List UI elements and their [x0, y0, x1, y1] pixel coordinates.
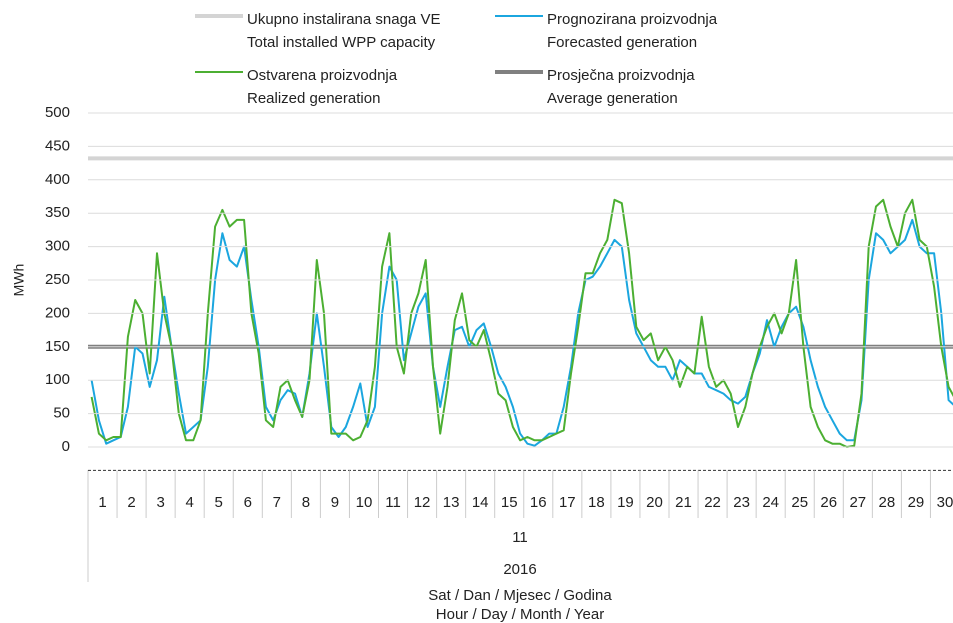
y-tick-label: 400 — [45, 171, 70, 188]
x-axis-label: Sat / Dan / Mjesec / Godina — [428, 587, 612, 604]
y-tick-label: 350 — [45, 204, 70, 221]
x-tick-label: 30 — [937, 494, 953, 511]
x-tick-label: 3 — [156, 494, 164, 511]
x-tick-label: 1 — [98, 494, 106, 511]
series-line — [90, 218, 953, 447]
x-axis-label: Hour / Day / Month / Year — [436, 606, 604, 623]
x-tick-label: 18 — [588, 494, 605, 511]
legend-label: Ostvarena proizvodnja — [247, 67, 398, 84]
x-tick-label: 22 — [704, 494, 721, 511]
x-tick-label: 6 — [244, 494, 252, 511]
legend-label: Prognozirana proizvodnja — [547, 11, 718, 28]
plot — [88, 156, 953, 448]
legend-label: Realized generation — [247, 90, 380, 107]
y-tick-label: 100 — [45, 371, 70, 388]
x-tick-label: 13 — [443, 494, 460, 511]
x-tick-label: 21 — [675, 494, 692, 511]
legend-label: Ukupno instalirana snaga VE — [247, 11, 440, 28]
y-tick-label: 500 — [45, 104, 70, 121]
x-tick-label: 28 — [879, 494, 896, 511]
x-tick-label: 15 — [501, 494, 518, 511]
y-tick-label: 0 — [62, 438, 70, 455]
x-tick-label: 5 — [215, 494, 223, 511]
x-tick-label: 8 — [302, 494, 310, 511]
legend-label: Forecasted generation — [547, 34, 697, 51]
y-tick-label: 250 — [45, 271, 70, 288]
legend-label: Average generation — [547, 90, 678, 107]
year-label: 2016 — [503, 561, 536, 578]
x-tick-label: 26 — [820, 494, 837, 511]
legend-label: Prosječna proizvodnja — [547, 67, 695, 84]
x-tick-label: 23 — [733, 494, 750, 511]
legend-label: Total installed WPP capacity — [247, 34, 436, 51]
x-tick-label: 20 — [646, 494, 663, 511]
x-tick-label: 25 — [791, 494, 808, 511]
x-tick-label: 12 — [414, 494, 431, 511]
x-tick-label: 16 — [530, 494, 547, 511]
x-tick-label: 24 — [762, 494, 779, 511]
x-tick-label: 17 — [559, 494, 576, 511]
series-line — [90, 198, 953, 448]
x-tick-label: 2 — [127, 494, 135, 511]
y-tick-label: 300 — [45, 238, 70, 255]
month-label: 11 — [512, 529, 528, 546]
x-tick-label: 27 — [849, 494, 866, 511]
y-tick-label: 200 — [45, 304, 70, 321]
y-tick-label: 150 — [45, 338, 70, 355]
x-tick-label: 10 — [356, 494, 373, 511]
x-tick-label: 11 — [385, 494, 401, 511]
x-tick-label: 14 — [472, 494, 489, 511]
x-tick-label: 29 — [908, 494, 925, 511]
x-tick-label: 7 — [273, 494, 281, 511]
y-tick-label: 50 — [53, 405, 70, 422]
x-tick-label: 4 — [186, 494, 194, 511]
x-tick-label: 9 — [331, 494, 339, 511]
y-axis-label: MWh — [11, 264, 27, 297]
x-tick-label: 19 — [617, 494, 634, 511]
y-tick-label: 450 — [45, 137, 70, 154]
